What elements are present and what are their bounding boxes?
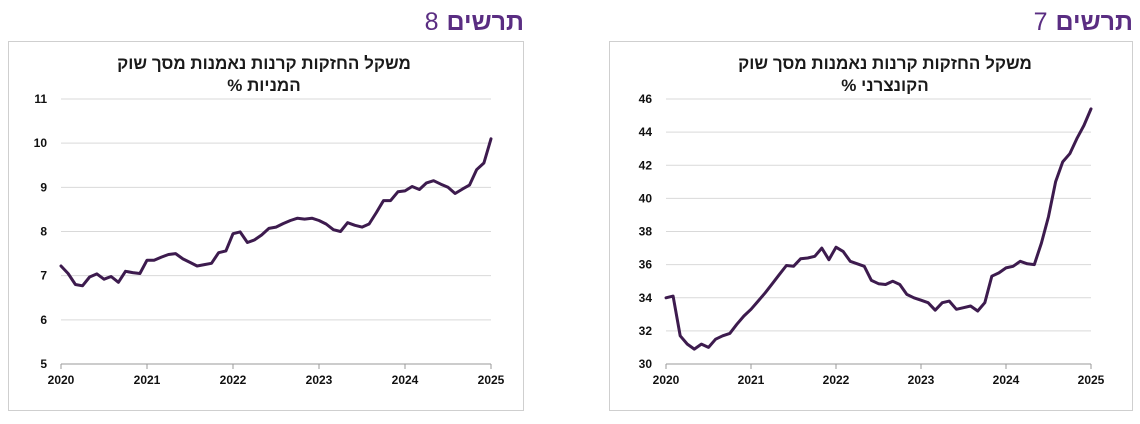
y-tick-label: 9 xyxy=(40,180,47,194)
chart-title-line: משקל החזקות קרנות נאמנות מסך שוק xyxy=(117,54,411,73)
chart-box-8: משקל החזקות קרנות נאמנות מסך שוק המניות %… xyxy=(8,41,524,411)
heading-number: 8 xyxy=(424,8,439,36)
series-line xyxy=(664,107,1093,351)
y-tick-label: 42 xyxy=(639,158,653,172)
x-tick-label: 2025 xyxy=(1078,373,1105,387)
x-tick-label: 2023 xyxy=(306,373,333,387)
y-tick-label: 36 xyxy=(639,258,653,272)
series-line xyxy=(59,137,493,288)
x-tick-label: 2024 xyxy=(392,373,419,387)
corporate-bond-fund-weight-chart: משקל החזקות קרנות נאמנות מסך שוק הקונצרני… xyxy=(639,54,1105,387)
y-tick-label: 38 xyxy=(639,225,653,239)
x-tick-label: 2021 xyxy=(134,373,161,387)
y-tick-label: 11 xyxy=(34,92,47,106)
x-tick-label: 2022 xyxy=(220,373,247,387)
x-tick-label: 2025 xyxy=(478,373,505,387)
chart-heading-8: תרשים8 xyxy=(425,8,524,37)
heading-word: תרשים xyxy=(446,8,524,36)
y-tick-label: 34 xyxy=(639,291,653,305)
y-tick-label: 6 xyxy=(40,313,47,327)
chart-title-line: משקל החזקות קרנות נאמנות מסך שוק xyxy=(738,54,1032,73)
chart-heading-7: תרשים7 xyxy=(1034,8,1133,37)
x-tick-label: 2023 xyxy=(908,373,935,387)
heading-number: 7 xyxy=(1033,8,1048,36)
y-tick-label: 46 xyxy=(639,92,653,106)
heading-word: תרשים xyxy=(1055,8,1133,36)
x-tick-label: 2024 xyxy=(993,373,1020,387)
y-tick-label: 5 xyxy=(40,357,47,371)
chart-box-7: משקל החזקות קרנות נאמנות מסך שוק הקונצרני… xyxy=(609,41,1133,411)
chart-title-line: המניות % xyxy=(227,76,300,95)
y-tick-label: 30 xyxy=(639,357,653,371)
equity-fund-weight-chart: משקל החזקות קרנות נאמנות מסך שוק המניות %… xyxy=(34,54,505,387)
chart-panel-8: תרשים8 משקל החזקות קרנות נאמנות מסך שוק ה… xyxy=(8,8,524,418)
y-tick-label: 32 xyxy=(639,324,653,338)
x-tick-label: 2020 xyxy=(48,373,75,387)
x-tick-label: 2021 xyxy=(738,373,765,387)
y-tick-label: 7 xyxy=(40,269,47,283)
chart-panel-7: תרשים7 משקל החזקות קרנות נאמנות מסך שוק ה… xyxy=(609,8,1133,418)
x-tick-label: 2022 xyxy=(823,373,850,387)
chart-title-line: הקונצרני % xyxy=(841,76,929,95)
y-tick-label: 10 xyxy=(34,136,48,150)
y-tick-label: 40 xyxy=(639,191,653,205)
y-tick-label: 44 xyxy=(639,125,653,139)
x-tick-label: 2020 xyxy=(653,373,680,387)
y-tick-label: 8 xyxy=(40,225,47,239)
